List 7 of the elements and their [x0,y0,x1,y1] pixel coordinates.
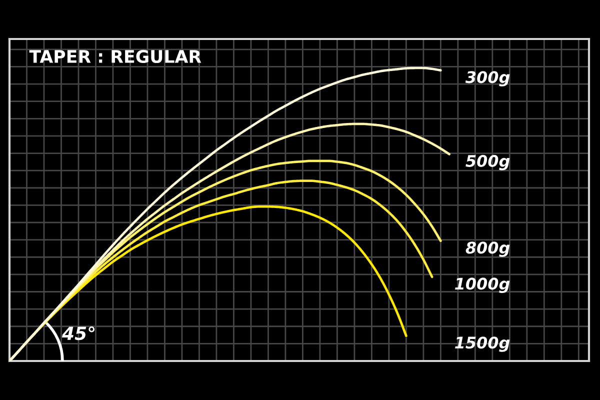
text: 1500g [454,336,510,352]
series-label: 300g [465,71,510,86]
series-label: 500g [466,154,510,170]
annotation: 45° [62,326,95,340]
chart-title: TAPER : REGULAR [29,50,202,64]
series-label: 1000g [454,278,510,293]
series-label: 800g [466,242,510,257]
